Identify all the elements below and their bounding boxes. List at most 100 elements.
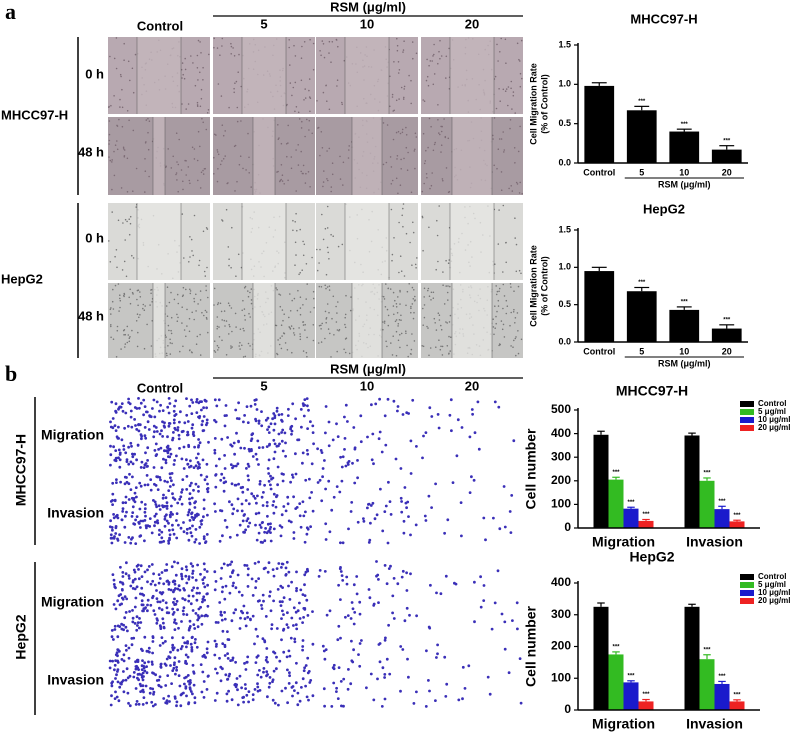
x-tick-label: Control	[583, 346, 615, 356]
y-tick-label: 100	[551, 497, 571, 511]
wound-gap	[242, 203, 286, 280]
assay-label: Invasion	[47, 672, 104, 688]
y-tick-label: 1.0	[558, 262, 571, 272]
significance-label: ***	[733, 513, 741, 519]
significance-label: ***	[642, 692, 650, 698]
transwell-image	[108, 560, 210, 633]
error-bar	[591, 82, 607, 86]
wound-gap	[352, 283, 382, 358]
significance-label: ***	[627, 500, 635, 506]
error-bar	[676, 306, 692, 310]
transwell-image	[213, 560, 315, 633]
significance-label: ***	[718, 499, 726, 505]
bar	[729, 701, 745, 710]
wound-gap	[153, 283, 165, 358]
error-bar	[719, 324, 735, 329]
y-axis-label: Cell number	[523, 428, 539, 509]
bar	[699, 659, 715, 710]
significance-label: ***	[638, 280, 646, 286]
legend-label: 5 μg/ml	[758, 407, 786, 416]
x-tick-label: 5	[639, 346, 644, 356]
stained-cells	[109, 397, 210, 470]
error-bar	[719, 145, 735, 150]
bar	[638, 520, 654, 528]
assay-label: Migration	[41, 427, 104, 443]
bar	[584, 271, 615, 342]
bar	[669, 131, 700, 163]
y-tick-label: 300	[551, 449, 571, 463]
x-tick-label: Migration	[592, 534, 655, 550]
wound-gap	[242, 37, 286, 114]
significance-label: ***	[723, 138, 731, 144]
y-tick-label: 0.5	[558, 118, 571, 128]
column-header: Control	[137, 380, 183, 395]
legend-swatch	[740, 582, 754, 588]
column-header: 20	[465, 16, 479, 31]
x-axis-label: RSM (μg/ml)	[658, 179, 711, 189]
row-label: MHCC97-H	[13, 434, 29, 506]
legend-label: 20 μg/ml	[758, 423, 790, 432]
y-axis-label: (% of Control)	[539, 74, 549, 133]
error-bar	[642, 698, 650, 702]
y-tick-label: 0	[564, 702, 571, 716]
transwell-image	[316, 560, 418, 633]
legend-swatch	[740, 409, 754, 415]
significance-label: ***	[703, 647, 711, 653]
error-bar	[688, 603, 696, 607]
row-label: MHCC97-H	[1, 107, 68, 122]
y-axis-label: Cell Migration Rate	[528, 245, 538, 327]
transwell-image	[421, 635, 523, 708]
y-tick-label: 500	[551, 402, 571, 416]
column-header: 10	[360, 16, 374, 31]
stained-cells	[421, 398, 516, 460]
legend-label: Control	[758, 572, 786, 581]
error-bar	[627, 680, 635, 683]
legend-label: 5 μg/ml	[758, 580, 786, 589]
stained-cells	[316, 472, 418, 545]
error-bar	[688, 432, 696, 436]
error-bar	[718, 680, 726, 684]
wound-gap	[452, 117, 492, 195]
error-bar	[627, 506, 635, 509]
stained-cells	[424, 643, 523, 708]
significance-label: ***	[681, 299, 689, 305]
error-bar	[733, 519, 741, 522]
column-header: 5	[260, 16, 267, 31]
wound-gap	[450, 37, 494, 114]
y-tick-label: 1.5	[558, 39, 571, 49]
legend-label: 10 μg/ml	[758, 415, 790, 424]
significance-label: ***	[703, 471, 711, 477]
bar	[593, 434, 609, 528]
x-tick-label: Control	[583, 167, 615, 177]
y-tick-label: 200	[551, 473, 571, 487]
stained-cells	[213, 472, 315, 544]
assay-label: Migration	[41, 594, 104, 610]
significance-label: ***	[642, 512, 650, 518]
error-bar	[597, 430, 605, 435]
bar	[608, 654, 624, 710]
bar	[608, 479, 624, 528]
y-axis-label: Cell Migration Rate	[528, 63, 538, 145]
transwell-image	[213, 397, 315, 470]
legend-swatch	[740, 574, 754, 580]
panel-label: b	[5, 361, 17, 386]
y-tick-label: 400	[551, 575, 571, 589]
bar	[699, 480, 715, 528]
error-bar	[718, 505, 726, 510]
column-header: Control	[137, 18, 183, 33]
stained-cells	[213, 397, 316, 470]
wound-gap	[253, 283, 275, 358]
x-tick-label: 20	[722, 167, 732, 177]
y-tick-label: 0.0	[558, 157, 571, 167]
y-tick-label: 400	[551, 426, 571, 440]
bar	[638, 701, 654, 710]
assay-label: Invasion	[47, 505, 104, 521]
time-label: 48 h	[78, 144, 104, 159]
column-header: 20	[465, 378, 479, 393]
stained-cells	[108, 635, 210, 708]
column-header: 10	[360, 378, 374, 393]
legend-label: Control	[758, 399, 786, 408]
legend-label: 20 μg/ml	[758, 596, 790, 605]
y-axis-label: Cell number	[523, 605, 539, 686]
y-tick-label: 200	[551, 639, 571, 653]
